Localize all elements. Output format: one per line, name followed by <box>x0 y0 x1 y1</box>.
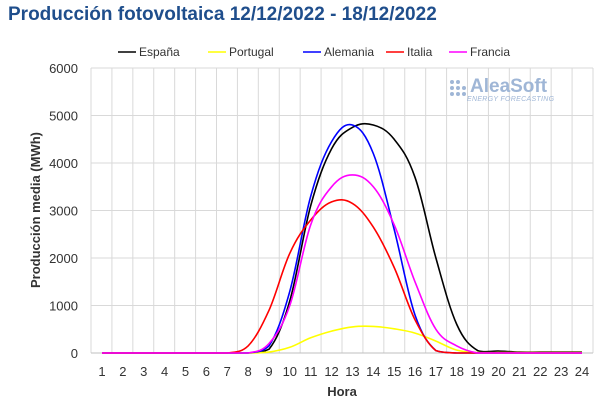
x-tick-label: 5 <box>182 364 189 379</box>
series-line-francia <box>102 174 582 354</box>
logo-name: AleaSoft <box>470 76 548 97</box>
y-tick-label: 6000 <box>49 61 78 76</box>
legend-label: España <box>139 45 180 59</box>
logo-dot <box>450 80 454 84</box>
x-tick-label: 17 <box>429 364 443 379</box>
x-tick-label: 23 <box>554 364 568 379</box>
y-tick-label: 0 <box>71 346 78 361</box>
x-tick-label: 22 <box>533 364 547 379</box>
x-tick-label: 16 <box>408 364 422 379</box>
logo-dot <box>456 92 460 96</box>
aleasoft-logo: AleaSoft ENERGY FORECASTING <box>450 76 555 103</box>
x-tick-label: 24 <box>575 364 589 379</box>
y-tick-label: 2000 <box>49 251 78 266</box>
x-tick-label: 21 <box>512 364 526 379</box>
y-tick-label: 4000 <box>49 156 78 171</box>
x-tick-label: 10 <box>283 364 297 379</box>
x-tick-label: 9 <box>265 364 272 379</box>
x-tick-label: 12 <box>324 364 338 379</box>
logo-dot <box>456 80 460 84</box>
legend-label: Italia <box>407 45 433 59</box>
logo-dot <box>456 86 460 90</box>
x-tick-label: 7 <box>224 364 231 379</box>
x-tick-label: 14 <box>366 364 380 379</box>
grid <box>90 67 594 354</box>
logo-dot <box>462 86 466 90</box>
x-tick-label: 15 <box>387 364 401 379</box>
legend-label: Francia <box>470 45 510 59</box>
logo-dot <box>462 92 466 96</box>
y-tick-label: 1000 <box>49 299 78 314</box>
x-tick-label: 13 <box>345 364 359 379</box>
x-tick-label: 6 <box>203 364 210 379</box>
legend-label: Alemania <box>324 45 374 59</box>
legend-label: Portugal <box>229 45 274 59</box>
x-tick-label: 3 <box>140 364 147 379</box>
x-tick-label: 1 <box>98 364 105 379</box>
legend: España Portugal Alemania Italia Francia <box>118 45 510 59</box>
x-tick-label: 4 <box>161 364 168 379</box>
x-tick-label: 20 <box>491 364 505 379</box>
logo-dots-icon <box>450 80 466 96</box>
chart-title: Producción fotovoltaica 12/12/2022 - 18/… <box>8 4 437 25</box>
x-tick-label: 2 <box>119 364 126 379</box>
y-tick-label: 5000 <box>49 109 78 124</box>
x-tick-label: 11 <box>304 364 318 379</box>
series-lines <box>102 122 582 354</box>
y-axis-label: Producción media (MWh) <box>28 132 43 288</box>
y-tick-label: 3000 <box>49 204 78 219</box>
x-axis-label: Hora <box>327 384 357 399</box>
x-tick-label: 18 <box>450 364 464 379</box>
logo-dot <box>450 86 454 90</box>
x-tick-label: 8 <box>244 364 251 379</box>
x-tick-label: 19 <box>470 364 484 379</box>
logo-tagline: ENERGY FORECASTING <box>467 96 555 103</box>
logo-dot <box>450 92 454 96</box>
